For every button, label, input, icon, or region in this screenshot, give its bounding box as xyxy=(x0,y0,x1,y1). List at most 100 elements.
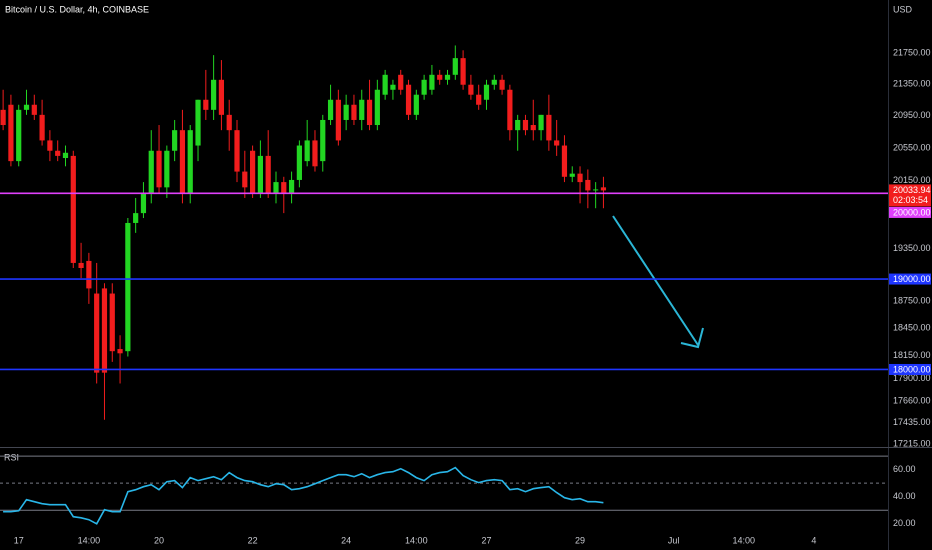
candle-body xyxy=(530,125,536,131)
candle-body xyxy=(86,260,92,289)
x-tick-label: 17 xyxy=(14,535,24,545)
x-tick-label: 14:00 xyxy=(78,535,101,545)
candle-body xyxy=(546,114,552,141)
candle-body xyxy=(55,150,61,156)
candle-body xyxy=(398,74,404,90)
candle-body xyxy=(156,150,162,188)
x-tick-label: 20 xyxy=(154,535,164,545)
candle-body xyxy=(577,173,583,183)
candle-body xyxy=(8,104,14,162)
candle-body xyxy=(109,293,115,352)
y-tick-label: 21750.00 xyxy=(893,47,931,57)
candle-body xyxy=(538,114,544,131)
candle-body xyxy=(148,150,154,193)
rsi-line xyxy=(3,466,604,525)
x-tick-label: 29 xyxy=(575,535,585,545)
candle-body xyxy=(452,58,458,75)
candle-body xyxy=(164,150,170,188)
rsi-title: RSI xyxy=(4,452,19,462)
candle-body xyxy=(257,155,263,193)
x-tick-label: 27 xyxy=(481,535,491,545)
candle-body xyxy=(226,114,232,131)
candle-body xyxy=(468,84,474,95)
candle-body xyxy=(483,84,490,100)
level-tag-label: 18000.00 xyxy=(893,364,931,374)
candle-body xyxy=(585,179,591,191)
chart-title: Bitcoin / U.S. Dollar, 4h, COINBASE xyxy=(5,4,149,14)
x-tick-label: Jul xyxy=(668,535,680,545)
candle-body xyxy=(460,58,466,85)
candle-body xyxy=(179,130,186,193)
candle-body xyxy=(140,192,147,214)
candle-body xyxy=(429,74,435,90)
level-tag xyxy=(889,273,931,285)
candle-body xyxy=(600,187,607,191)
candle-body xyxy=(250,150,256,193)
candle-body xyxy=(0,109,6,126)
price-tag-label: 20033.94 xyxy=(893,185,931,195)
candle-body xyxy=(312,140,318,167)
candle-body xyxy=(117,349,123,354)
candle-body xyxy=(172,130,178,151)
candle-body xyxy=(281,182,287,193)
candle-body xyxy=(554,140,560,146)
y-tick-label: 60.00 xyxy=(893,464,916,474)
currency-label: USD xyxy=(893,4,913,14)
candle-body xyxy=(491,79,497,85)
candle-body xyxy=(16,109,22,162)
candle-body xyxy=(374,89,380,126)
candle-body xyxy=(94,293,100,373)
candle-body xyxy=(203,99,209,110)
countdown-label: 02:03:54 xyxy=(893,195,928,205)
y-tick-label: 18750.00 xyxy=(893,296,931,306)
y-tick-label: 20.00 xyxy=(893,518,916,528)
candle-body xyxy=(437,74,443,80)
candle-body xyxy=(382,74,388,95)
y-tick-label: 40.00 xyxy=(893,491,916,501)
candle-body xyxy=(78,262,84,268)
candle-body xyxy=(125,222,131,352)
candle-body xyxy=(234,130,240,172)
y-tick-label: 17900.00 xyxy=(893,373,931,383)
candle-body xyxy=(39,114,45,141)
candle-body xyxy=(242,171,248,188)
candle-body xyxy=(499,79,505,90)
candle-body xyxy=(413,94,419,115)
candle-body xyxy=(304,140,310,162)
candle-body xyxy=(211,79,217,110)
candle-body xyxy=(70,155,76,263)
candle-body xyxy=(335,99,341,141)
candle-body xyxy=(359,99,365,120)
candle-body xyxy=(405,84,412,115)
candle-body xyxy=(507,89,513,131)
x-tick-label: 24 xyxy=(341,535,351,545)
x-tick-label: 22 xyxy=(248,535,258,545)
candle-body xyxy=(288,179,295,193)
candle-body xyxy=(593,189,599,191)
candle-body xyxy=(296,145,302,180)
candle-body xyxy=(515,119,521,131)
x-tick-label: 14:00 xyxy=(733,535,756,545)
y-tick-label: 17435.00 xyxy=(893,417,931,427)
y-tick-label: 18150.00 xyxy=(893,350,931,360)
candle-body xyxy=(522,119,529,131)
candle-body xyxy=(23,104,30,110)
candle-body xyxy=(31,104,37,115)
y-tick-label: 21350.00 xyxy=(893,78,931,88)
candle-body xyxy=(476,94,482,105)
level-tag xyxy=(889,363,931,375)
level-tag xyxy=(889,206,931,218)
candle-body xyxy=(187,130,193,193)
level-tag-label: 20000.00 xyxy=(893,207,931,217)
y-tick-label: 20550.00 xyxy=(893,142,931,152)
level-tag-label: 19000.00 xyxy=(893,274,931,284)
candle-body xyxy=(351,104,357,120)
x-tick-label: 14:00 xyxy=(405,535,428,545)
candle-body xyxy=(569,173,575,177)
y-tick-label: 17215.00 xyxy=(893,438,931,448)
y-tick-label: 20150.00 xyxy=(893,175,931,185)
candle-body xyxy=(47,140,53,151)
candle-body xyxy=(273,182,279,193)
